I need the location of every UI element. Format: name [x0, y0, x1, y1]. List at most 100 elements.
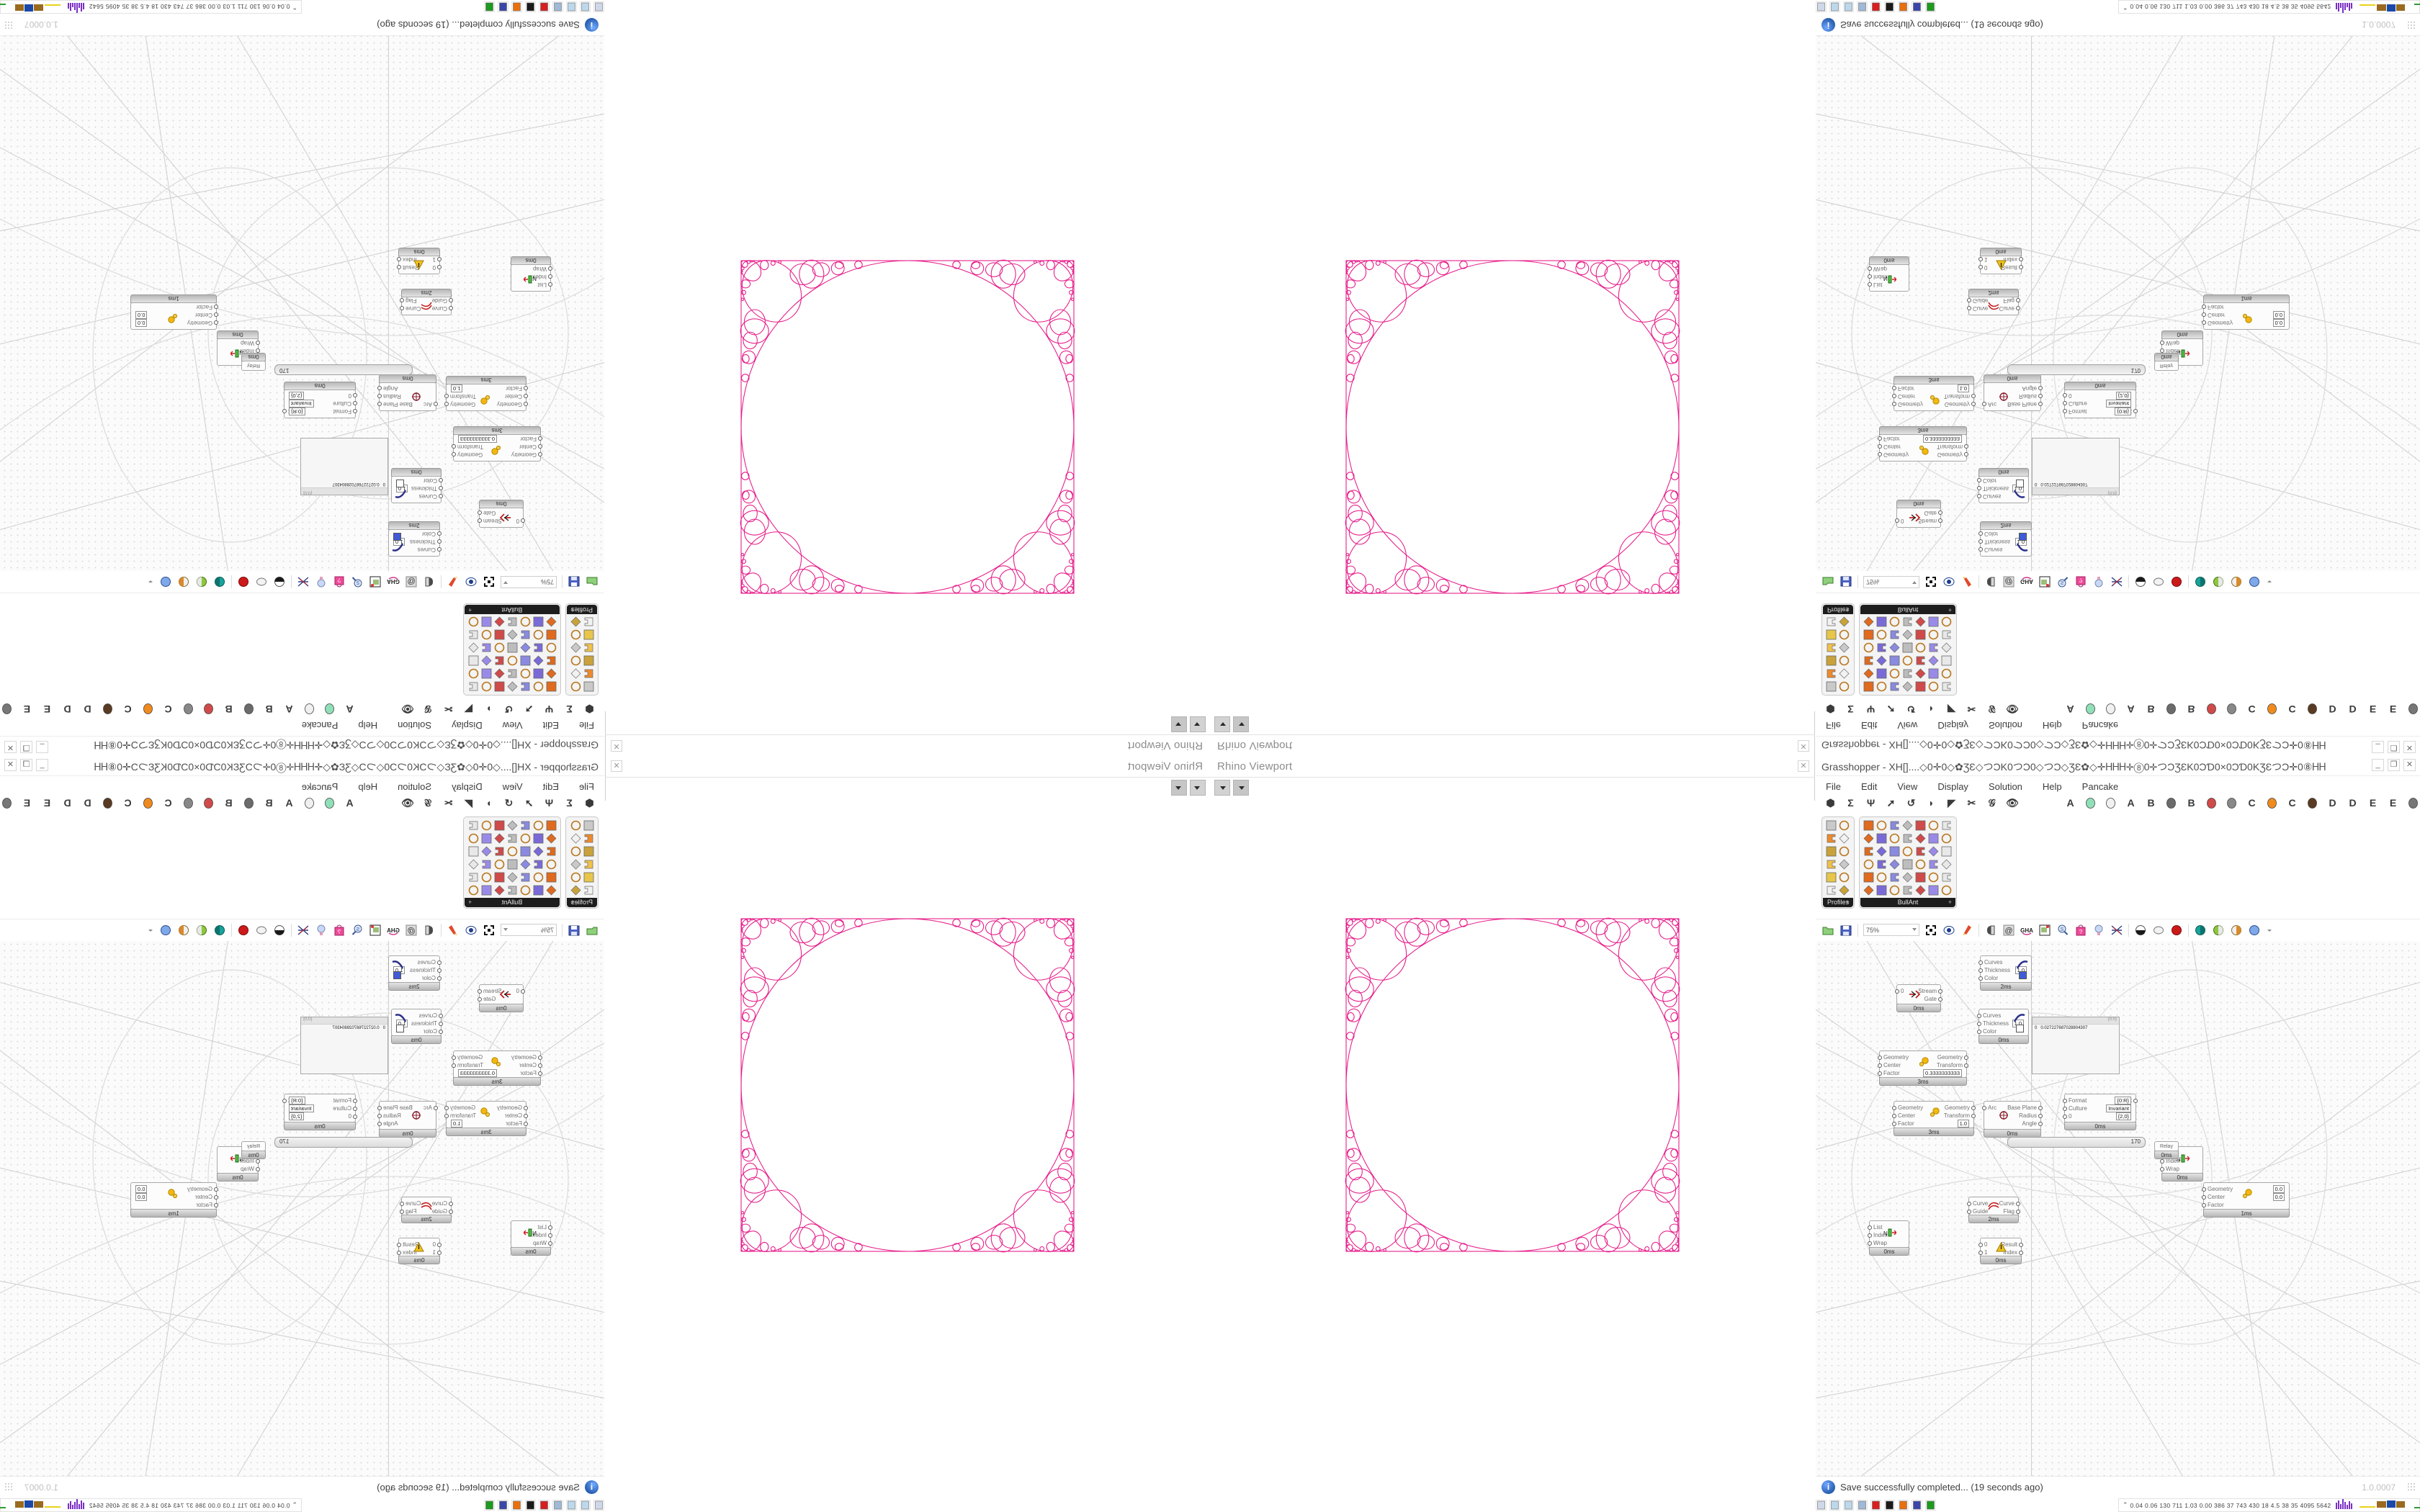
search-icon[interactable]: S: [351, 576, 364, 589]
input-nub[interactable]: [1978, 968, 1983, 973]
inkscape-icon[interactable]: [1884, 1, 1895, 12]
gh-component-custom-preview[interactable]: Curves Thickness Color 1.0 2ms: [388, 955, 442, 991]
at-sign-icon[interactable]: @: [405, 924, 418, 937]
save-file-icon[interactable]: [568, 576, 581, 589]
component-button[interactable]: [1888, 616, 1901, 628]
palette-bullant[interactable]: BullAnt +: [463, 603, 561, 696]
input-param-culture[interactable]: Culture: [2069, 400, 2087, 407]
component-body[interactable]: Curves Thickness Color 1.0: [391, 476, 443, 503]
palette-profiles[interactable]: Profiles +: [1821, 603, 1855, 696]
input-nub[interactable]: [521, 518, 525, 523]
component-button[interactable]: [1901, 680, 1914, 693]
input-nub[interactable]: [214, 1187, 218, 1192]
component-body[interactable]: FormatCulture0Text{0:R}Invariant{2,0}: [2063, 1094, 2138, 1122]
gh-component-number-slider[interactable]: 170: [2007, 364, 2146, 375]
component-button[interactable]: [583, 642, 595, 654]
arrow-icon[interactable]: ➚: [1886, 797, 1896, 809]
component-body[interactable]: Geometry Center Factor 0.0 0.0: [130, 302, 218, 330]
bulb-icon[interactable]: [2092, 924, 2105, 937]
gh-component-custom-preview[interactable]: Curves Thickness Color 1.0 2ms: [388, 521, 442, 557]
input-param-0[interactable]: 0: [1901, 988, 1904, 994]
letter-e-icon[interactable]: E: [2389, 703, 2397, 715]
rhino-viewport-tab-strip[interactable]: [1171, 780, 1206, 796]
input-param-geometry[interactable]: Geometry: [511, 1054, 537, 1061]
input-param-factor[interactable]: Factor: [506, 385, 522, 392]
bulb-icon[interactable]: [315, 576, 328, 589]
output-param-transform[interactable]: Transform: [1943, 393, 1970, 400]
gh-component-arc[interactable]: Arc Base Plane Radius Angle 0ms: [377, 374, 438, 411]
palette-tab-profiles[interactable]: Profiles +: [567, 605, 597, 614]
letter-e-icon[interactable]: E: [43, 797, 51, 809]
menu-item-pancake[interactable]: Pancake: [2081, 780, 2119, 792]
close-button[interactable]: ✕: [4, 759, 17, 771]
input-nub[interactable]: [1878, 1063, 1882, 1068]
component-button[interactable]: [1863, 871, 1875, 883]
component-button[interactable]: [583, 832, 595, 845]
letter-d-icon[interactable]: D: [63, 703, 71, 715]
input-nub[interactable]: [256, 1159, 260, 1164]
component-button[interactable]: [506, 629, 519, 641]
letter-d-icon[interactable]: D: [2329, 797, 2336, 809]
grasshopper-menubar[interactable]: File Edit View Display Solution Help Pancake: [1816, 716, 2420, 735]
relay-component[interactable]: Relay: [241, 1141, 266, 1151]
letter-c-icon[interactable]: C: [124, 703, 132, 715]
cone-icon[interactable]: ◤: [465, 703, 472, 715]
component-button[interactable]: [1876, 616, 1888, 628]
green-shade-icon[interactable]: [195, 576, 208, 589]
letter-d-icon[interactable]: D: [2349, 703, 2357, 715]
output-nub[interactable]: [2016, 306, 2020, 310]
grasshopper-category-icons[interactable]: ⬢ Σ Ψ ➚ ↺ ◗ ◤ ✂ 𝒢 👁: [1824, 703, 2018, 715]
mask-icon[interactable]: [202, 797, 215, 809]
output-param-radius[interactable]: Radius: [383, 1112, 401, 1119]
output-param-gate[interactable]: Gate: [483, 510, 496, 516]
param-value-x[interactable]: 0.0: [135, 1185, 148, 1193]
output-param-base-plane[interactable]: Base Plane: [383, 401, 413, 408]
output-nub[interactable]: [444, 1106, 449, 1110]
component-button[interactable]: [1876, 667, 1888, 680]
component-button[interactable]: [519, 667, 532, 680]
input-param-0[interactable]: 0: [432, 264, 436, 271]
component-body[interactable]: Curve Guide Curve Flag: [1967, 1197, 2020, 1215]
output-param-stream[interactable]: Stream: [1918, 518, 1937, 524]
component-button[interactable]: [570, 858, 582, 870]
input-param-arc[interactable]: Arc: [1988, 1104, 1996, 1111]
component-button[interactable]: [1876, 629, 1888, 641]
component-button[interactable]: [519, 642, 532, 654]
letter-a-icon[interactable]: A: [2127, 797, 2135, 809]
output-param-geometry[interactable]: Geometry: [1944, 401, 1970, 408]
component-button[interactable]: [480, 667, 493, 680]
input-param-0[interactable]: 0: [1984, 1241, 1988, 1248]
component-button[interactable]: [1863, 616, 1875, 628]
output-param-angle[interactable]: Angle: [2022, 1120, 2037, 1127]
gh-component-flip-curve[interactable]: Curve Guide Curve Flag 2ms: [1967, 1197, 2020, 1223]
input-nub[interactable]: [2160, 341, 2164, 345]
viewport-dropdown-2[interactable]: [1171, 780, 1187, 796]
menu-item-edit[interactable]: Edit: [1860, 720, 1878, 732]
chevron-down-icon[interactable]: [1912, 581, 1917, 584]
output-param-transform[interactable]: Transform: [1936, 1062, 1963, 1068]
output-nub[interactable]: [2038, 1106, 2043, 1110]
output-param-flag[interactable]: Flag: [405, 297, 417, 304]
viewport-dropdown-2[interactable]: [1233, 716, 1249, 732]
input-nub[interactable]: [1868, 282, 1872, 287]
input-nub[interactable]: [439, 1022, 443, 1026]
letter-c-icon[interactable]: C: [2288, 797, 2296, 809]
param-value-x[interactable]: 0.0: [2272, 319, 2285, 327]
shape-icon[interactable]: ◗: [1928, 797, 1935, 809]
viewport-dropdown-1[interactable]: [1214, 780, 1230, 796]
menu-item-solution[interactable]: Solution: [398, 780, 432, 792]
component-button[interactable]: [1888, 642, 1901, 654]
param-value-factor[interactable]: 0.3333333333: [1923, 1069, 1962, 1077]
component-button[interactable]: [1901, 819, 1914, 832]
output-nub[interactable]: [478, 989, 482, 994]
input-param-curves[interactable]: Curves: [1984, 959, 2003, 966]
number-slider[interactable]: 170: [2007, 364, 2146, 375]
component-body[interactable]: Geometry Center Factor Geometry Transform 0.3…: [452, 434, 542, 462]
component-body[interactable]: Geometry Center Factor Geometry Transform 1.0: [1892, 384, 1976, 411]
component-button[interactable]: [532, 616, 544, 628]
component-button[interactable]: [1901, 629, 1914, 641]
bulb-icon[interactable]: [315, 924, 328, 937]
viewport-dropdown-2[interactable]: [1171, 716, 1187, 732]
